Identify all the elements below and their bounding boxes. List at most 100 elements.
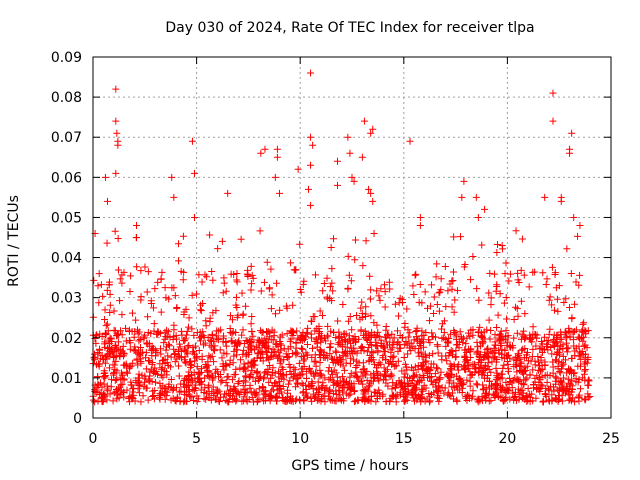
data-point [506,354,514,362]
data-point [418,332,426,340]
data-point [373,287,381,295]
data-point [227,337,235,345]
data-point [170,284,178,292]
data-point [498,241,506,249]
data-point [193,398,201,406]
data-point [585,393,593,401]
data-point [202,360,210,368]
data-point [123,368,131,376]
data-point [116,275,124,283]
data-point [372,341,380,349]
data-point [263,328,271,336]
data-point [435,289,443,297]
data-point [101,306,109,314]
data-point [159,373,167,381]
data-point [118,369,126,377]
data-point [179,380,187,388]
data-point [271,310,279,318]
data-point [292,383,300,391]
data-point [565,324,573,332]
data-point [456,386,464,394]
data-point [549,358,557,366]
data-point [328,265,336,273]
data-point [300,357,308,365]
data-point [304,324,312,332]
data-point [382,323,390,331]
data-point [514,385,522,393]
data-point [218,377,226,385]
data-point [359,372,367,380]
data-point [412,333,420,341]
data-point [219,289,227,297]
data-point [568,129,576,137]
data-point [103,396,111,404]
data-point [452,353,460,361]
data-point [370,319,378,327]
data-point [441,262,449,270]
data-point [351,236,359,244]
data-point [514,276,522,284]
data-point [127,393,135,401]
data-point [206,394,214,402]
data-point [298,332,306,340]
data-point [224,189,232,197]
data-point [183,327,191,335]
data-point [104,197,112,205]
data-point [154,370,162,378]
data-point [422,365,430,373]
data-point [446,280,454,288]
data-point [255,396,263,404]
data-point [329,358,337,366]
data-point [299,365,307,373]
data-point [565,388,573,396]
data-point [535,374,543,382]
data-point [127,272,135,280]
data-point [119,389,127,397]
data-point [326,350,334,358]
data-point [261,396,269,404]
data-point [523,374,531,382]
data-point [344,252,352,260]
data-point [572,278,580,286]
data-point [462,356,470,364]
data-point [420,373,428,381]
data-point [326,283,334,291]
data-point [485,377,493,385]
data-point [581,326,589,334]
data-point [179,276,187,284]
data-point [292,351,300,359]
data-point [433,260,441,268]
data-point [510,334,518,342]
data-point [518,235,526,243]
data-point [502,336,510,344]
data-point [307,133,315,141]
data-point [326,386,334,394]
data-point [562,339,570,347]
data-point [144,396,152,404]
data-point [270,328,278,336]
data-point [367,356,375,364]
data-point [253,369,261,377]
data-point [160,339,168,347]
data-point [477,342,485,350]
data-point [349,337,357,345]
data-point [219,360,227,368]
data-point [290,370,298,378]
data-point [200,395,208,403]
data-point [317,371,325,379]
data-point [297,333,305,341]
data-point [90,276,98,284]
data-point [170,321,178,329]
data-point [232,397,240,405]
data-point [177,327,185,335]
data-point [175,362,183,370]
data-point [313,339,321,347]
data-point [235,377,243,385]
data-point [548,397,556,405]
data-point [256,354,264,362]
data-point [136,380,144,388]
data-point [534,366,542,374]
data-point [219,334,227,342]
data-point [584,377,592,385]
data-point [316,307,324,315]
